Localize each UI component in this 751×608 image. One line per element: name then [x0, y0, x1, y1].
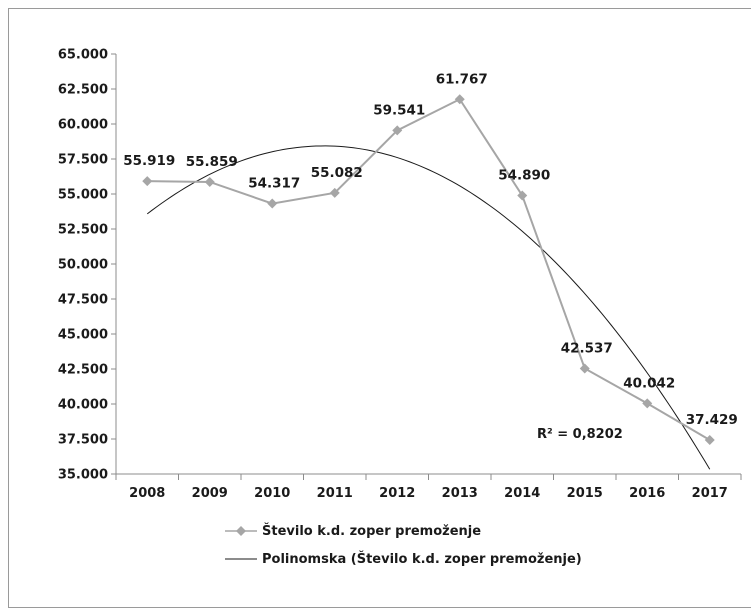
- data-label: 55.859: [186, 154, 238, 170]
- legend: Število k.d. zoper premoženje Polinomska…: [225, 523, 582, 567]
- data-point-marker: [517, 190, 528, 201]
- x-tick-label: 2009: [192, 486, 228, 501]
- chart-frame: [8, 8, 751, 608]
- trendline: [146, 145, 711, 470]
- data-point-marker: [454, 94, 465, 105]
- series-line: [147, 97, 711, 441]
- data-label: 42.537: [561, 340, 613, 356]
- axis-ticks: 35.000 37.500 40.000 42.500 45.000 47.500 50.0…: [58, 48, 742, 501]
- axes: [115, 54, 741, 475]
- x-tick-label: 2017: [692, 486, 728, 501]
- data-point-marker: [142, 176, 153, 187]
- data-point-marker: [579, 363, 590, 374]
- data-markers: [142, 94, 715, 445]
- series-line-path: [147, 97, 711, 441]
- data-label: 40.042: [623, 375, 675, 391]
- data-label: 54.890: [498, 168, 550, 184]
- data-point-marker: [642, 398, 653, 409]
- data-label: 59.541: [373, 102, 425, 118]
- y-tick-label: 57.500: [58, 153, 108, 168]
- y-tick-label: 65.000: [58, 48, 108, 63]
- x-tick-label: 2010: [254, 486, 290, 501]
- r-squared-label: R² = 0,8202: [537, 427, 623, 442]
- y-tick-label: 52.500: [58, 223, 108, 238]
- y-tick-label: 62.500: [58, 83, 108, 98]
- y-tick-label: 42.500: [58, 363, 108, 378]
- y-tick-label: 35.000: [58, 468, 108, 483]
- x-tick-label: 2013: [442, 486, 478, 501]
- data-point-marker: [204, 176, 215, 187]
- data-point-marker: [392, 125, 403, 136]
- x-tick-label: 2015: [567, 486, 603, 501]
- trendline-path: [146, 145, 711, 470]
- y-tick-label: 60.000: [58, 118, 108, 133]
- y-tick-label: 37.500: [58, 433, 108, 448]
- data-label: 55.082: [311, 165, 363, 181]
- legend-series-marker: [236, 526, 246, 536]
- data-label: 55.919: [123, 153, 175, 169]
- x-tick-label: 2008: [129, 486, 165, 501]
- y-tick-label: 55.000: [58, 188, 108, 203]
- x-tick-label: 2014: [504, 486, 540, 501]
- y-tick-label: 50.000: [58, 258, 108, 273]
- data-label: 37.429: [686, 412, 738, 428]
- y-tick-label: 47.500: [58, 293, 108, 308]
- legend-trendline-label: Polinomska (Število k.d. zoper premoženj…: [262, 551, 582, 567]
- y-tick-label: 40.000: [58, 398, 108, 413]
- x-tick-label: 2011: [317, 486, 353, 501]
- data-label: 54.317: [248, 176, 300, 192]
- y-tick-label: 45.000: [58, 328, 108, 343]
- x-tick-label: 2016: [629, 486, 665, 501]
- legend-series-label: Število k.d. zoper premoženje: [262, 523, 481, 539]
- data-labels: 55.919 55.859 54.317 55.082 59.541 61.767 54.8…: [123, 71, 738, 428]
- data-point-marker: [329, 187, 340, 198]
- data-point-marker: [704, 434, 715, 445]
- data-label: 61.767: [436, 71, 488, 87]
- x-tick-label: 2012: [379, 486, 415, 501]
- data-point-marker: [267, 198, 278, 209]
